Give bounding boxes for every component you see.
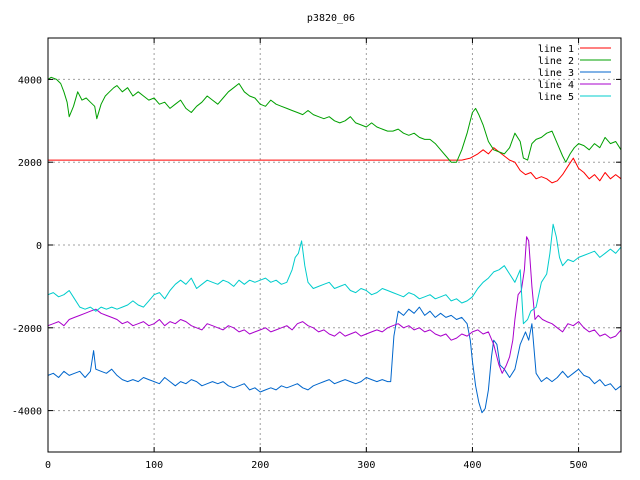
x-tick-label-0: 0 (45, 460, 51, 471)
y-tick-label-0: 0 (36, 241, 42, 252)
y-tick-label--2000: -2000 (12, 324, 42, 335)
y-tick-label-4000: 4000 (18, 75, 42, 86)
legend-label-4: line 4 (538, 80, 574, 91)
x-axis-ticks: 0 100 200 300 400 500 (45, 38, 588, 471)
y-axis-ticks: -4000 -2000 0 2000 4000 (12, 75, 621, 418)
legend-label-3: line 3 (538, 68, 574, 79)
series-lines (47, 76, 622, 414)
x-tick-label-300: 300 (357, 460, 375, 471)
x-tick-label-200: 200 (251, 460, 269, 471)
chart-title: p3820_06 (307, 13, 355, 24)
series-line-4 (47, 236, 622, 374)
legend-label-2: line 2 (538, 56, 574, 67)
series-line-2 (47, 76, 622, 163)
series-line-3 (47, 306, 622, 414)
legend-label-1: line 1 (538, 44, 574, 55)
grid-lines (48, 38, 621, 452)
y-tick-label--4000: -4000 (12, 407, 42, 418)
series-line-1 (48, 147, 622, 184)
legend-label-5: line 5 (538, 92, 574, 103)
x-tick-label-500: 500 (570, 460, 588, 471)
y-tick-label-2000: 2000 (18, 158, 42, 169)
x-tick-label-100: 100 (145, 460, 163, 471)
x-tick-label-400: 400 (463, 460, 481, 471)
series-line-5 (47, 223, 622, 325)
